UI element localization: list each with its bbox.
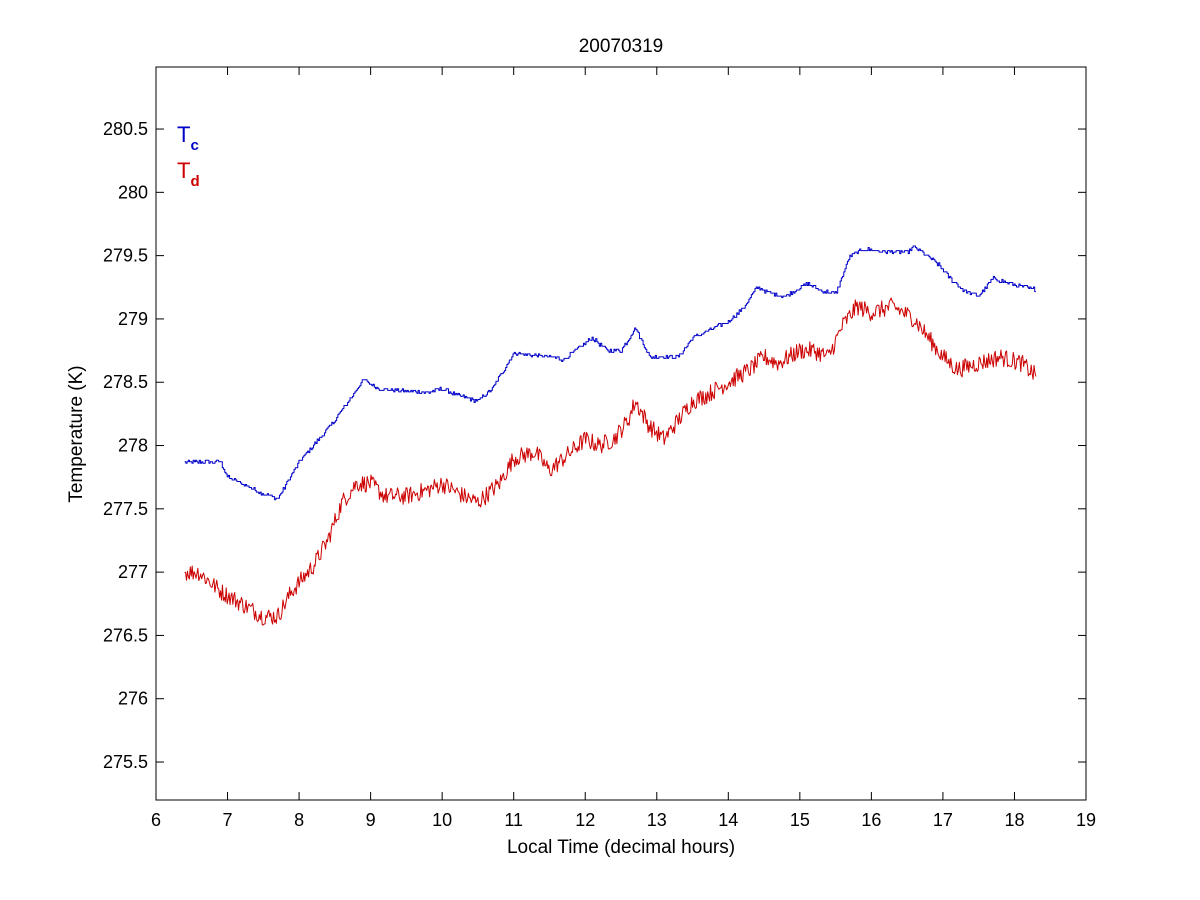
legend-subscript: d — [190, 173, 199, 190]
x-tick-label: 16 — [861, 810, 881, 830]
y-tick-label: 277.5 — [103, 499, 148, 519]
y-axis-label: Temperature (K) — [66, 365, 87, 502]
x-tick-label: 6 — [151, 810, 161, 830]
chart-title: 20070319 — [579, 36, 664, 57]
x-tick-label: 13 — [647, 810, 667, 830]
legend-label: T — [177, 122, 190, 147]
x-tick-label: 10 — [432, 810, 452, 830]
x-tick-label: 15 — [790, 810, 810, 830]
y-tick-label: 279.5 — [103, 246, 148, 266]
x-tick-label: 11 — [504, 810, 523, 830]
plot-area-frame — [155, 66, 1087, 801]
y-tick-label: 276 — [118, 689, 148, 709]
tick-layer: 6 7 8 9 10 11 12 13 14 15 16 17 18 19 275.5 276 276.5 277… — [103, 67, 1096, 830]
series-line-tc — [184, 245, 1036, 501]
legend-label: T — [177, 158, 190, 183]
x-tick-label: 14 — [718, 810, 738, 830]
series-line-td — [184, 297, 1037, 626]
y-tick-label: 280 — [118, 182, 148, 202]
y-tick-label: 278.5 — [103, 372, 148, 392]
x-axis-label: Local Time (decimal hours) — [507, 837, 735, 858]
x-tick-label: 8 — [294, 810, 304, 830]
x-tick-label: 7 — [223, 810, 233, 830]
legend-entry-td: Td — [177, 158, 200, 190]
y-tick-label: 278 — [118, 436, 148, 456]
y-tick-label: 279 — [118, 309, 148, 329]
y-tick-label: 276.5 — [103, 625, 148, 645]
x-tick-label: 17 — [933, 810, 953, 830]
y-tick-label: 275.5 — [103, 752, 148, 772]
x-tick-label: 19 — [1076, 810, 1096, 830]
x-tick-label: 12 — [575, 810, 595, 830]
x-tick-label: 9 — [366, 810, 376, 830]
y-tick-label: 277 — [118, 562, 148, 582]
series-layer — [184, 245, 1037, 626]
legend-subscript: c — [190, 137, 198, 154]
legend-entry-tc: Tc — [177, 122, 199, 154]
x-tick-label: 18 — [1004, 810, 1024, 830]
y-tick-label: 280.5 — [103, 119, 148, 139]
